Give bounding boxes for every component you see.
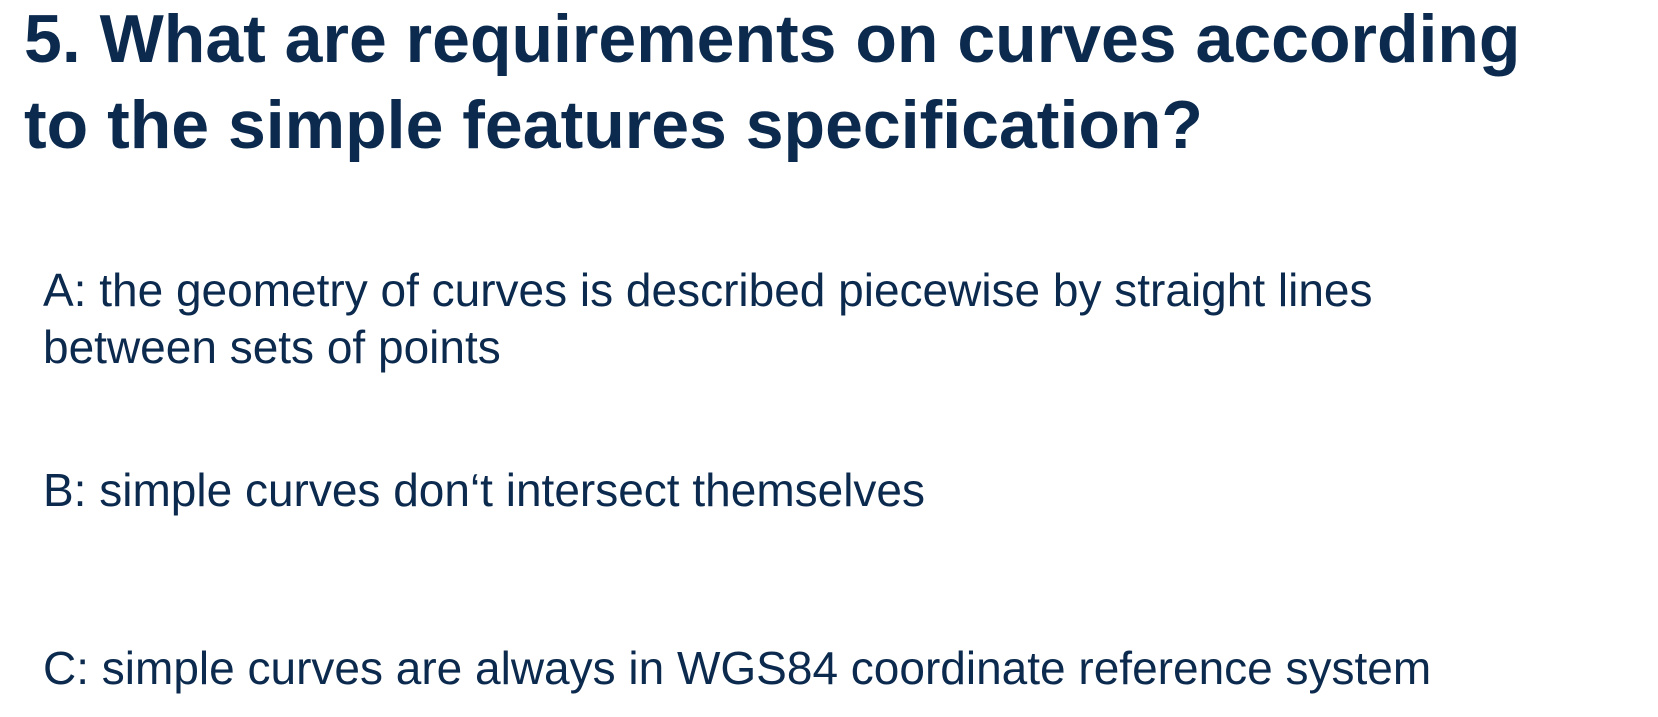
answer-option-c: C: simple curves are always in WGS84 coo… <box>43 640 1431 697</box>
answer-option-c-line-1: C: simple curves are always in WGS84 coo… <box>43 642 1432 694</box>
question-title-line-2: to the simple features specification? <box>24 87 1203 163</box>
question-title-line-1: 5. What are requirements on curves accor… <box>24 1 1521 77</box>
question-title: 5. What are requirements on curves accor… <box>24 0 1644 168</box>
answer-option-a: A: the geometry of curves is described p… <box>43 262 1373 376</box>
answer-option-b: B: simple curves don‘t intersect themsel… <box>43 462 925 519</box>
answer-option-a-line-1: A: the geometry of curves is described p… <box>43 264 1373 316</box>
answer-option-a-line-2: between sets of points <box>43 321 501 373</box>
answer-option-b-line-1: B: simple curves don‘t intersect themsel… <box>43 464 926 516</box>
